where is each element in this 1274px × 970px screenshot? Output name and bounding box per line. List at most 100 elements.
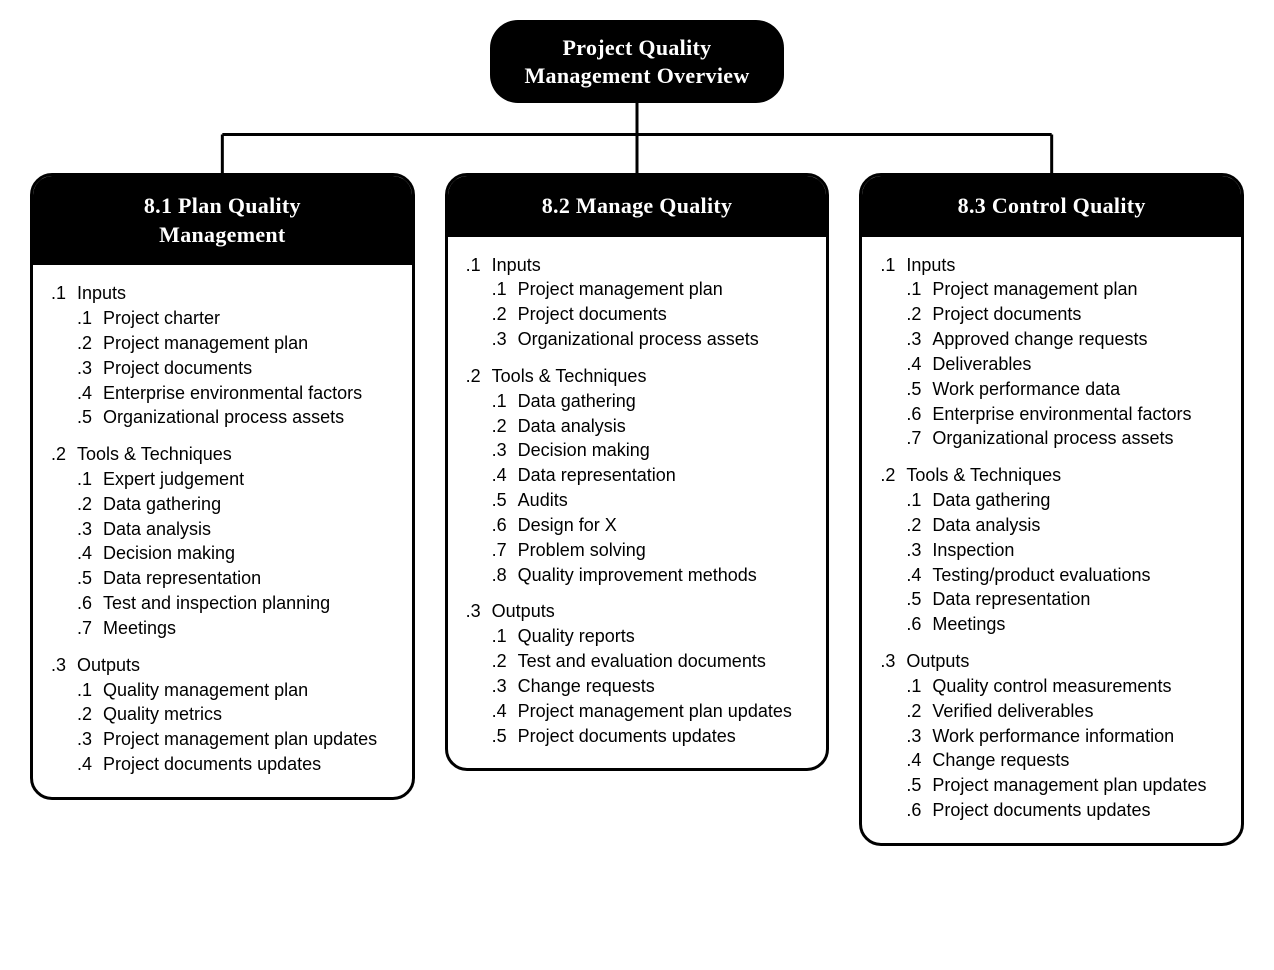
section-title: Tools & Techniques bbox=[492, 364, 809, 389]
item-text: Data analysis bbox=[932, 513, 1223, 538]
item-text: Organizational process assets bbox=[932, 426, 1223, 451]
list-item: .1Project charter bbox=[51, 306, 394, 331]
list-item: .1Quality control measurements bbox=[880, 674, 1223, 699]
item-number: .3 bbox=[77, 517, 103, 542]
item-number: .5 bbox=[492, 488, 518, 513]
section-title-row: .1Inputs bbox=[466, 253, 809, 278]
item-text: Project management plan updates bbox=[932, 773, 1223, 798]
list-item: .1Project management plan bbox=[880, 277, 1223, 302]
card-body: .1Inputs.1Project charter.2Project manag… bbox=[33, 265, 412, 797]
item-text: Project management plan bbox=[932, 277, 1223, 302]
item-number: .6 bbox=[906, 402, 932, 427]
item-text: Quality management plan bbox=[103, 678, 394, 703]
item-text: Decision making bbox=[103, 541, 394, 566]
list-item: .1Data gathering bbox=[466, 389, 809, 414]
item-number: .6 bbox=[492, 513, 518, 538]
process-card-2: 8.3 Control Quality.1Inputs.1Project man… bbox=[859, 173, 1244, 846]
section-title-row: .3Outputs bbox=[51, 653, 394, 678]
item-text: Design for X bbox=[518, 513, 809, 538]
item-number: .2 bbox=[77, 331, 103, 356]
process-card-1: 8.2 Manage Quality.1Inputs.1Project mana… bbox=[445, 173, 830, 771]
item-text: Data gathering bbox=[932, 488, 1223, 513]
item-number: .7 bbox=[492, 538, 518, 563]
section-title: Inputs bbox=[77, 281, 394, 306]
card-header-line1: 8.2 Manage Quality bbox=[542, 193, 733, 218]
item-number: .6 bbox=[77, 591, 103, 616]
section-title: Inputs bbox=[906, 253, 1223, 278]
item-number: .8 bbox=[492, 563, 518, 588]
process-card-0: 8.1 Plan QualityManagement.1Inputs.1Proj… bbox=[30, 173, 415, 800]
item-number: .1 bbox=[906, 674, 932, 699]
item-number: .4 bbox=[77, 381, 103, 406]
list-item: .3Organizational process assets bbox=[466, 327, 809, 352]
item-number: .1 bbox=[77, 467, 103, 492]
list-item: .3Change requests bbox=[466, 674, 809, 699]
item-text: Enterprise environmental factors bbox=[932, 402, 1223, 427]
item-number: .2 bbox=[492, 414, 518, 439]
item-number: .1 bbox=[77, 678, 103, 703]
card-body: .1Inputs.1Project management plan.2Proje… bbox=[448, 237, 827, 769]
list-item: .1Quality reports bbox=[466, 624, 809, 649]
list-item: .1Project management plan bbox=[466, 277, 809, 302]
item-number: .3 bbox=[906, 724, 932, 749]
list-item: .5Project management plan updates bbox=[880, 773, 1223, 798]
item-text: Project management plan bbox=[103, 331, 394, 356]
list-item: .2Data gathering bbox=[51, 492, 394, 517]
item-text: Organizational process assets bbox=[103, 405, 394, 430]
item-text: Audits bbox=[518, 488, 809, 513]
section-number: .2 bbox=[880, 463, 906, 488]
item-number: .2 bbox=[77, 492, 103, 517]
item-text: Deliverables bbox=[932, 352, 1223, 377]
section: .1Inputs.1Project management plan.2Proje… bbox=[880, 253, 1223, 452]
list-item: .2Data analysis bbox=[466, 414, 809, 439]
item-number: .4 bbox=[906, 352, 932, 377]
item-text: Meetings bbox=[103, 616, 394, 641]
root-title-line2: Management Overview bbox=[524, 63, 749, 88]
list-item: .4Project management plan updates bbox=[466, 699, 809, 724]
section-title-row: .3Outputs bbox=[880, 649, 1223, 674]
list-item: .4Testing/product evaluations bbox=[880, 563, 1223, 588]
item-text: Data representation bbox=[103, 566, 394, 591]
item-number: .3 bbox=[77, 727, 103, 752]
item-text: Project management plan bbox=[518, 277, 809, 302]
card-header-line2: Management bbox=[159, 222, 285, 247]
item-text: Test and inspection planning bbox=[103, 591, 394, 616]
item-number: .5 bbox=[77, 566, 103, 591]
list-item: .4Data representation bbox=[466, 463, 809, 488]
list-item: .2Project documents bbox=[880, 302, 1223, 327]
item-number: .2 bbox=[492, 649, 518, 674]
list-item: .1Data gathering bbox=[880, 488, 1223, 513]
list-item: .4Enterprise environmental factors bbox=[51, 381, 394, 406]
card-header-line1: 8.3 Control Quality bbox=[958, 193, 1146, 218]
item-number: .5 bbox=[492, 724, 518, 749]
section-title-row: .1Inputs bbox=[880, 253, 1223, 278]
section: .2Tools & Techniques.1Expert judgement.2… bbox=[51, 442, 394, 641]
list-item: .2Quality metrics bbox=[51, 702, 394, 727]
list-item: .5Project documents updates bbox=[466, 724, 809, 749]
section-title: Inputs bbox=[492, 253, 809, 278]
section-number: .3 bbox=[466, 599, 492, 624]
card-header: 8.2 Manage Quality bbox=[448, 176, 827, 237]
section: .1Inputs.1Project charter.2Project manag… bbox=[51, 281, 394, 430]
item-text: Work performance information bbox=[932, 724, 1223, 749]
quality-management-diagram: Project Quality Management Overview 8.1 … bbox=[30, 20, 1244, 846]
item-number: .4 bbox=[77, 752, 103, 777]
list-item: .6Project documents updates bbox=[880, 798, 1223, 823]
list-item: .2Project documents bbox=[466, 302, 809, 327]
item-number: .2 bbox=[77, 702, 103, 727]
section: .2Tools & Techniques.1Data gathering.2 Da… bbox=[880, 463, 1223, 637]
item-number: .3 bbox=[906, 538, 932, 563]
list-item: .8Quality improvement methods bbox=[466, 563, 809, 588]
list-item: .5Data representation bbox=[880, 587, 1223, 612]
item-number: .2 bbox=[906, 699, 932, 724]
section-number: .1 bbox=[466, 253, 492, 278]
item-text: Project documents updates bbox=[103, 752, 394, 777]
section-title-row: .2Tools & Techniques bbox=[880, 463, 1223, 488]
list-item: .4Change requests bbox=[880, 748, 1223, 773]
list-item: .3Approved change requests bbox=[880, 327, 1223, 352]
card-header: 8.3 Control Quality bbox=[862, 176, 1241, 237]
section-number: .3 bbox=[51, 653, 77, 678]
list-item: .5Audits bbox=[466, 488, 809, 513]
item-number: .2 bbox=[492, 302, 518, 327]
item-text: Data gathering bbox=[103, 492, 394, 517]
